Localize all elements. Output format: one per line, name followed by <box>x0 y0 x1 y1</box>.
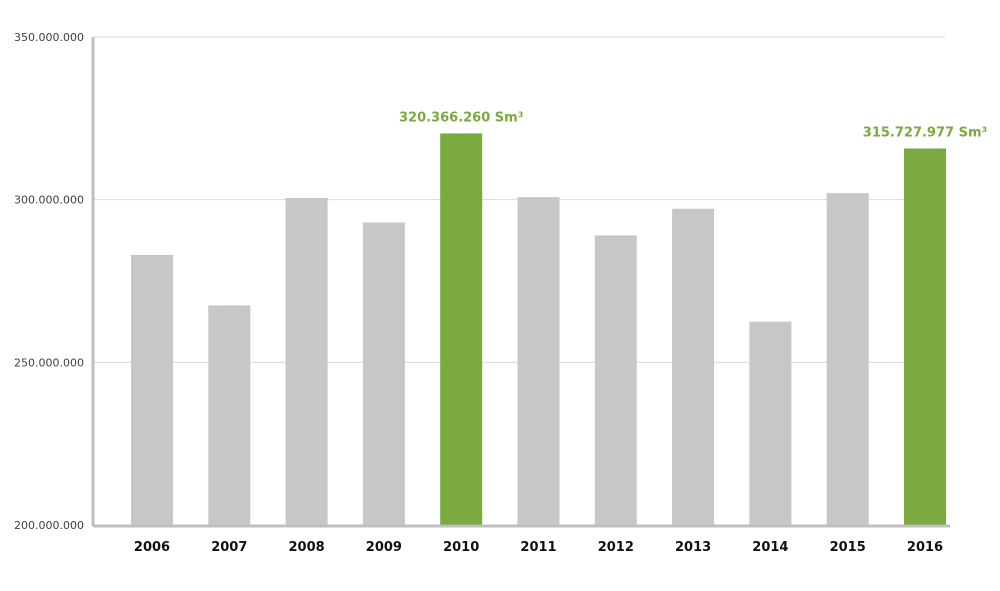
x-tick-label: 2014 <box>752 540 788 555</box>
axes <box>91 37 950 528</box>
bar-2016 <box>904 148 946 525</box>
x-tick-label: 2007 <box>211 540 247 555</box>
x-tick-label: 2006 <box>134 540 170 555</box>
bar-2010 <box>440 133 483 525</box>
x-tick-label: 2015 <box>830 540 866 555</box>
bar-2014 <box>749 321 792 525</box>
data-label-2016: 315.727.977 Sm³ <box>863 125 987 140</box>
data-label-2010: 320.366.260 Sm³ <box>399 110 523 125</box>
x-tick-label: 2011 <box>520 540 556 555</box>
x-tick-label: 2016 <box>907 540 943 555</box>
bar-2008 <box>285 198 328 526</box>
x-tick-label: 2009 <box>366 540 402 555</box>
y-tick-label: 200.000.000 <box>14 519 84 532</box>
y-tick-label: 350.000.000 <box>14 31 84 44</box>
x-tick-label: 2012 <box>598 540 634 555</box>
bar-2006 <box>131 254 173 525</box>
bar-2009 <box>362 222 405 525</box>
bar-2011 <box>517 197 560 525</box>
labels: 200.000.000 250.000.000 300.000.000 350.000… <box>14 31 987 555</box>
bar-2013 <box>672 208 715 525</box>
x-tick-label: 2008 <box>289 540 325 555</box>
bars <box>131 133 946 526</box>
x-tick-label: 2013 <box>675 540 711 555</box>
bar-2012 <box>594 235 637 525</box>
x-tick-label: 2010 <box>443 540 479 555</box>
y-tick-label: 250.000.000 <box>14 356 84 369</box>
y-tick-label: 300.000.000 <box>14 194 84 207</box>
bar-2007 <box>208 305 251 525</box>
bar-2015 <box>826 193 869 525</box>
